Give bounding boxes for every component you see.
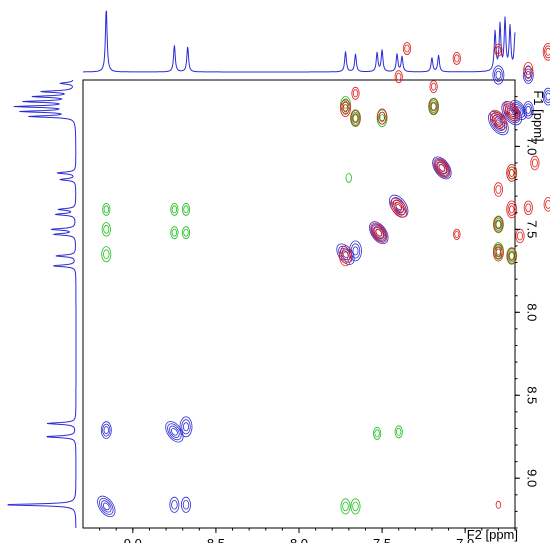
cross-peak <box>394 425 403 439</box>
cross-peak <box>494 43 503 57</box>
x-tick-label: 7.5 <box>373 536 391 543</box>
cross-peak <box>181 226 191 240</box>
cross-peak <box>506 200 518 219</box>
x-tick-label: 9.0 <box>124 536 142 543</box>
cross-peak <box>394 70 403 84</box>
cross-peak <box>542 43 550 61</box>
cross-peak <box>506 164 518 182</box>
x-tick-label: 8.5 <box>207 536 225 543</box>
cross-peak <box>370 222 388 243</box>
green-contour-series <box>101 96 518 515</box>
cross-peak <box>522 101 534 119</box>
cross-peak <box>495 500 502 509</box>
cross-peak <box>515 228 525 244</box>
cross-peak <box>170 202 179 216</box>
cross-peak <box>523 62 534 79</box>
cross-peak <box>100 421 112 439</box>
cross-peak <box>369 221 389 245</box>
cross-peak <box>453 228 461 240</box>
cross-peak <box>350 110 361 127</box>
cross-peak <box>179 416 193 438</box>
cross-peak <box>101 222 111 237</box>
cross-peak <box>402 42 412 55</box>
cross-peak <box>489 109 507 130</box>
cross-peak <box>492 65 505 85</box>
cross-peak <box>506 247 518 265</box>
cross-peak <box>428 97 440 116</box>
plot-frame <box>82 79 516 529</box>
cross-peak <box>180 496 191 513</box>
cross-peak <box>432 156 452 180</box>
y-axis-title: F1 [ppm] <box>531 90 546 141</box>
f2-projection-spectrum <box>83 10 516 73</box>
cross-peak <box>345 173 352 183</box>
cross-peak <box>101 246 112 263</box>
f1-projection-spectrum <box>7 79 77 528</box>
cross-peak <box>506 247 517 264</box>
contour-layer <box>97 42 550 518</box>
y-tick-label: 7.5 <box>525 220 540 238</box>
cross-peak <box>181 202 191 216</box>
cross-peak <box>492 215 504 234</box>
cross-peak <box>170 226 179 240</box>
cross-peak <box>503 101 521 122</box>
cross-peak <box>349 240 362 262</box>
cross-peak <box>493 182 503 197</box>
cross-peak <box>530 155 540 171</box>
cross-peak <box>350 109 361 127</box>
cross-peak <box>372 426 382 440</box>
y-tick-label: 8.5 <box>525 386 540 404</box>
red-contour-series <box>339 42 550 509</box>
f2-projection-trace <box>83 10 516 73</box>
y-tick-label: 7.0 <box>525 137 540 155</box>
cross-peak <box>340 498 351 515</box>
cross-peak <box>169 496 180 513</box>
y-tick-label: 9.0 <box>525 469 540 487</box>
cross-peak <box>523 200 533 216</box>
cross-peak <box>452 52 461 65</box>
cross-peak <box>433 157 451 178</box>
cross-peak <box>501 101 523 126</box>
x-axis-title: F2 [ppm] <box>467 527 518 542</box>
cross-peak <box>377 108 388 125</box>
cross-peak <box>543 197 550 212</box>
cross-peak <box>351 86 360 100</box>
cross-peak <box>493 216 504 233</box>
cross-peak <box>542 87 550 106</box>
cross-peak <box>492 243 504 262</box>
y-axis-ticks: 7.0 7.5 8.0 8.5 9.0 <box>515 96 540 529</box>
cross-peak <box>350 498 361 515</box>
cross-peak <box>390 197 408 218</box>
x-axis-ticks: 9.0 8.5 8.0 7.5 7.0 <box>99 528 516 543</box>
blue-contour-series <box>97 65 550 518</box>
cross-peak <box>339 245 352 267</box>
cross-peak <box>429 80 438 93</box>
cross-peak <box>428 98 439 115</box>
x-tick-label: 8.0 <box>290 536 308 543</box>
cross-peak <box>340 99 351 117</box>
x-tick-label: 7.0 <box>456 536 474 543</box>
cross-peak <box>102 202 111 216</box>
y-tick-label: 8.0 <box>525 303 540 321</box>
f1-projection-trace <box>7 79 77 528</box>
cross-peak <box>97 495 116 518</box>
